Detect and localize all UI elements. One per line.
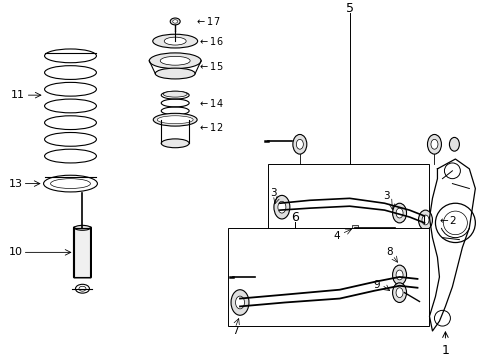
- Ellipse shape: [160, 56, 190, 65]
- Ellipse shape: [172, 20, 177, 23]
- Ellipse shape: [395, 288, 402, 298]
- Ellipse shape: [161, 139, 189, 148]
- Ellipse shape: [273, 195, 289, 219]
- Text: 1: 1: [441, 344, 448, 357]
- Ellipse shape: [395, 270, 402, 280]
- Ellipse shape: [157, 116, 193, 123]
- Bar: [267, 164, 428, 267]
- Ellipse shape: [395, 208, 402, 218]
- Ellipse shape: [230, 290, 248, 315]
- Text: $\leftarrow$12: $\leftarrow$12: [198, 121, 223, 132]
- Ellipse shape: [79, 286, 86, 291]
- Ellipse shape: [153, 113, 197, 126]
- Ellipse shape: [149, 53, 201, 69]
- Bar: [351, 225, 357, 231]
- Ellipse shape: [427, 134, 441, 154]
- Text: 4: 4: [332, 231, 339, 241]
- Ellipse shape: [277, 201, 285, 213]
- Ellipse shape: [448, 138, 458, 151]
- Text: $\leftarrow$2: $\leftarrow$2: [437, 214, 457, 226]
- Text: $\leftarrow$16: $\leftarrow$16: [198, 35, 224, 47]
- Ellipse shape: [296, 139, 303, 149]
- Ellipse shape: [50, 179, 90, 189]
- Ellipse shape: [170, 18, 180, 25]
- Ellipse shape: [430, 139, 437, 149]
- Text: 3: 3: [382, 192, 389, 201]
- Text: $\leftarrow$17: $\leftarrow$17: [195, 15, 220, 27]
- Text: $\leftarrow$14: $\leftarrow$14: [198, 97, 224, 109]
- Ellipse shape: [74, 225, 90, 230]
- FancyBboxPatch shape: [73, 227, 91, 278]
- Text: 9: 9: [372, 280, 379, 290]
- Ellipse shape: [292, 134, 306, 154]
- Ellipse shape: [392, 203, 406, 223]
- Ellipse shape: [235, 296, 244, 309]
- Text: 6: 6: [290, 211, 298, 225]
- Ellipse shape: [418, 210, 431, 230]
- Bar: [227, 228, 428, 326]
- Ellipse shape: [163, 91, 187, 97]
- Text: $\leftarrow$15: $\leftarrow$15: [198, 60, 224, 72]
- Ellipse shape: [421, 215, 428, 225]
- Text: 11: 11: [11, 90, 24, 100]
- Ellipse shape: [392, 283, 406, 302]
- Ellipse shape: [164, 37, 186, 45]
- Ellipse shape: [155, 68, 195, 79]
- Ellipse shape: [152, 34, 197, 48]
- Text: 5: 5: [345, 2, 353, 15]
- Text: 13: 13: [9, 179, 22, 189]
- Text: 3: 3: [269, 188, 276, 198]
- Ellipse shape: [392, 265, 406, 285]
- Text: 7: 7: [231, 326, 238, 336]
- Text: 8: 8: [386, 247, 392, 257]
- Text: 10: 10: [9, 247, 22, 257]
